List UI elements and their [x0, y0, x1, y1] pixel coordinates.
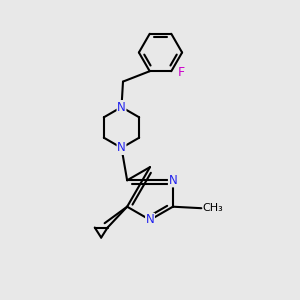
Text: F: F	[178, 66, 185, 79]
Text: N: N	[146, 213, 154, 226]
Text: N: N	[117, 141, 126, 154]
Text: N: N	[169, 174, 177, 187]
Text: N: N	[117, 100, 126, 114]
Text: CH₃: CH₃	[203, 203, 224, 213]
